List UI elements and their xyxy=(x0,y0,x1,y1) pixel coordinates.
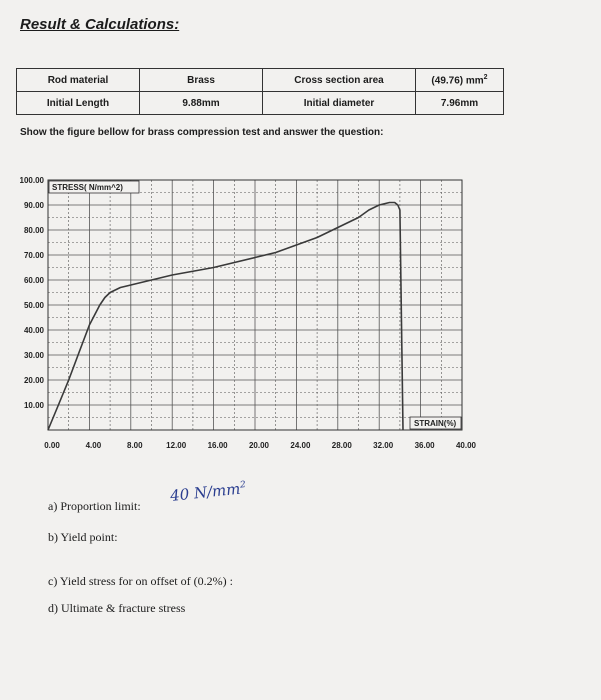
y-tick-label: 70.00 xyxy=(24,251,45,260)
x-tick-label: 12.00 xyxy=(166,441,187,450)
y-axis-label: STRESS( N/mm^2) xyxy=(52,183,123,192)
y-tick-label: 20.00 xyxy=(24,376,45,385)
chart-series xyxy=(47,201,404,431)
x-tick-label: 28.00 xyxy=(332,441,353,450)
specimen-info-table: Rod material Brass Cross section area (4… xyxy=(16,68,504,115)
y-tick-label: 90.00 xyxy=(24,201,45,210)
y-tick-label: 40.00 xyxy=(24,326,45,335)
question-a: a) Proportion limit: xyxy=(48,499,141,513)
x-tick-label: 8.00 xyxy=(127,441,143,450)
x-axis-label-box xyxy=(409,416,462,430)
x-tick-label: 4.00 xyxy=(86,441,102,450)
answer-a-handwritten: 40 N/mm2 xyxy=(169,479,247,505)
x-tick-label: 0.00 xyxy=(44,441,60,450)
x-tick-label: 20.00 xyxy=(249,441,270,450)
table-row: Initial Length 9.88mm Initial diameter 7… xyxy=(16,91,504,115)
rod-material-label: Rod material xyxy=(16,68,140,92)
cross-section-area-value: (49.76) mm2 xyxy=(415,68,504,92)
x-tick-label: 16.00 xyxy=(208,441,229,450)
cross-section-area-label: Cross section area xyxy=(262,68,416,92)
y-tick-label: 100.00 xyxy=(20,176,45,185)
plot-frame xyxy=(47,179,463,431)
x-axis-label: STRAIN(%) xyxy=(414,419,457,428)
x-tick-label: 32.00 xyxy=(373,441,394,450)
intro-text: Show the figure bellow for brass compres… xyxy=(20,127,384,138)
rod-material-value: Brass xyxy=(139,68,263,92)
x-tick-label: 40.00 xyxy=(456,441,477,450)
y-tick-label: 30.00 xyxy=(24,351,45,360)
chart-labels: 0.00 4.00 8.00 12.00 16.00 20.00 24.00 28.00 32.… xyxy=(20,176,477,450)
initial-diameter-label: Initial diameter xyxy=(262,91,416,115)
question-d: d) Ultimate & fracture stress xyxy=(48,601,186,615)
y-tick-label: 50.00 xyxy=(24,301,45,310)
initial-length-label: Initial Length xyxy=(16,91,140,115)
table-row: Rod material Brass Cross section area (4… xyxy=(16,68,504,92)
y-tick-label: 60.00 xyxy=(24,276,45,285)
x-tick-label: 24.00 xyxy=(290,441,311,450)
question-b: b) Yield point: xyxy=(48,530,118,544)
chart-axes xyxy=(47,179,463,431)
y-axis-label-box xyxy=(48,180,140,194)
initial-length-value: 9.88mm xyxy=(139,91,263,115)
y-tick-label: 80.00 xyxy=(24,226,45,235)
initial-diameter-value: 7.96mm xyxy=(415,91,504,115)
stress-strain-chart: 0.00 4.00 8.00 12.00 16.00 20.00 24.00 28.00 32.… xyxy=(20,176,477,450)
stress-strain-curve xyxy=(47,201,404,431)
x-tick-label: 36.00 xyxy=(415,441,436,450)
y-tick-label: 10.00 xyxy=(24,401,45,410)
question-c: c) Yield stress for on offset of (0.2%) … xyxy=(48,574,233,588)
page-heading: Result & Calculations: xyxy=(20,16,180,33)
